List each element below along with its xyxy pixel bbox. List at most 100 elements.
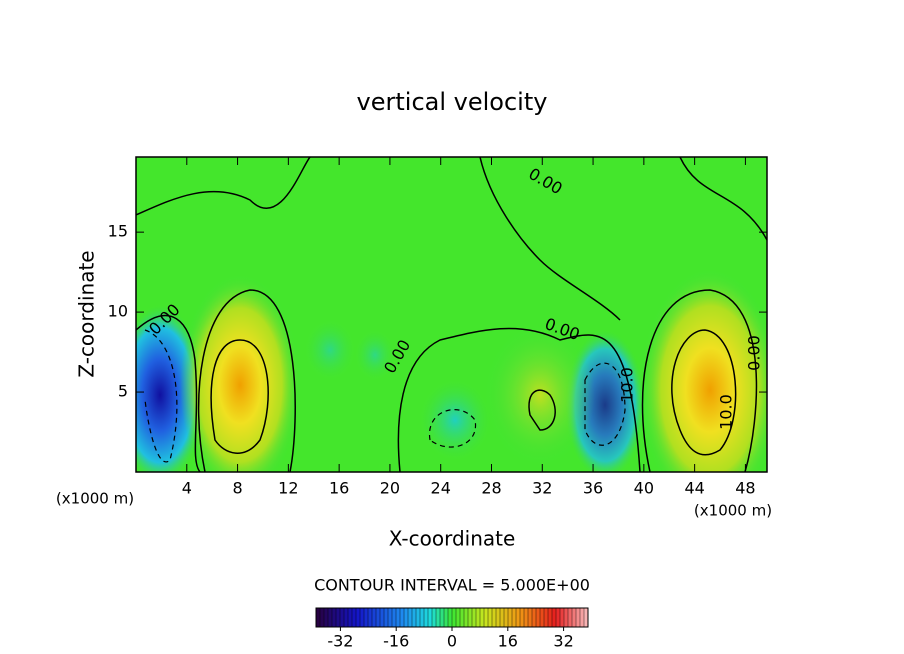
colorbar-cell — [392, 608, 397, 627]
colorbar-cell — [556, 608, 561, 627]
colorbar-cell — [528, 608, 533, 627]
colorbar-cell — [484, 608, 489, 627]
colorbar-cell — [320, 608, 325, 627]
colorbar-cell — [344, 608, 349, 627]
colorbar-cell — [536, 608, 541, 627]
x-unit: (x1000 m) — [694, 502, 772, 520]
colorbar-cell — [584, 608, 589, 627]
x-tick-label: 32 — [532, 479, 552, 498]
colorbar-tick-label: 16 — [498, 632, 518, 651]
y-tick-label: 5 — [118, 382, 128, 401]
colorbar-cell — [420, 608, 425, 627]
chart-title: vertical velocity — [357, 88, 548, 116]
colorbar-cell — [540, 608, 545, 627]
x-tick-label: 8 — [232, 479, 242, 498]
colorbar-cell — [544, 608, 549, 627]
colorbar-cell — [524, 608, 529, 627]
colorbar-cell — [432, 608, 437, 627]
colorbar-tick-label: 0 — [447, 632, 457, 651]
colorbar-cell — [568, 608, 573, 627]
colorbar-tick-label: -32 — [327, 632, 353, 651]
colorbar-cell — [396, 608, 401, 627]
contour-label: 10.0 — [618, 367, 637, 403]
colorbar-cell — [472, 608, 477, 627]
x-tick-label: 20 — [380, 479, 400, 498]
colorbar-cell — [356, 608, 361, 627]
colorbar-cell — [440, 608, 445, 627]
colorbar-cell — [332, 608, 337, 627]
colorbar-cell — [428, 608, 433, 627]
colorbar-cell — [400, 608, 405, 627]
colorbar-cell — [560, 608, 565, 627]
colorbar-cell — [496, 608, 501, 627]
colorbar-cell — [424, 608, 429, 627]
contour-field — [136, 157, 767, 472]
colorbar-cell — [408, 608, 413, 627]
colorbar-cell — [348, 608, 353, 627]
colorbar-cell — [336, 608, 341, 627]
colorbar-cell — [412, 608, 417, 627]
colorbar-cell — [376, 608, 381, 627]
colorbar-cell — [480, 608, 485, 627]
colorbar-cell — [416, 608, 421, 627]
y-unit: (x1000 m) — [56, 490, 134, 508]
contour-label: 10.0 — [717, 394, 736, 430]
colorbar-cell — [500, 608, 505, 627]
x-tick-label: 40 — [634, 479, 654, 498]
colorbar-cell — [380, 608, 385, 627]
colorbar-cell — [576, 608, 581, 627]
colorbar-cell — [324, 608, 329, 627]
colorbar-cell — [444, 608, 449, 627]
colorbar-cell — [460, 608, 465, 627]
colorbar-cell — [512, 608, 517, 627]
y-tick-label: 10 — [108, 302, 128, 321]
colorbar-cell — [516, 608, 521, 627]
colorbar-cell — [508, 608, 513, 627]
colorbar-cell — [572, 608, 577, 627]
colorbar-cell — [464, 608, 469, 627]
colorbar-cell — [548, 608, 553, 627]
colorbar-cell — [328, 608, 333, 627]
y-tick-label: 15 — [108, 222, 128, 241]
x-tick-label: 48 — [735, 479, 755, 498]
colorbar-cell — [488, 608, 493, 627]
contour-label: 0.00 — [745, 335, 764, 371]
x-tick-label: 28 — [481, 479, 501, 498]
colorbar-cell — [340, 608, 345, 627]
x-tick-label: 12 — [278, 479, 298, 498]
y-axis-label: Z-coordinate — [75, 250, 99, 377]
colorbar-cell — [564, 608, 569, 627]
colorbar-cell — [384, 608, 389, 627]
colorbar-cell — [448, 608, 453, 627]
colorbar-cell — [580, 608, 585, 627]
colorbar-cell — [452, 608, 457, 627]
colorbar-cell — [360, 608, 365, 627]
colorbar-cell — [364, 608, 369, 627]
x-tick-label: 16 — [329, 479, 349, 498]
colorbar-tick-label: 32 — [553, 632, 573, 651]
contour-interval: CONTOUR INTERVAL = 5.000E+00 — [314, 576, 590, 595]
colorbar-cell — [552, 608, 557, 627]
colorbar-cell — [352, 608, 357, 627]
colorbar-cell — [456, 608, 461, 627]
colorbar-cell — [492, 608, 497, 627]
x-axis-label: X-coordinate — [389, 527, 516, 551]
colorbar-cell — [368, 608, 373, 627]
x-tick-label: 36 — [583, 479, 603, 498]
colorbar-cell — [504, 608, 509, 627]
colorbar-cell — [532, 608, 537, 627]
colorbar-cell — [404, 608, 409, 627]
colorbar-cell — [316, 608, 321, 627]
plot-frame — [135, 156, 768, 473]
colorbar-tick-label: -16 — [383, 632, 409, 651]
colorbar-cell — [468, 608, 473, 627]
colorbar-cell — [388, 608, 393, 627]
x-tick-label: 44 — [684, 479, 704, 498]
x-tick-label: 24 — [431, 479, 451, 498]
colorbar-cell — [436, 608, 441, 627]
x-tick-label: 4 — [182, 479, 192, 498]
colorbar-cell — [520, 608, 525, 627]
colorbar-cell — [372, 608, 377, 627]
colorbar-cell — [476, 608, 481, 627]
